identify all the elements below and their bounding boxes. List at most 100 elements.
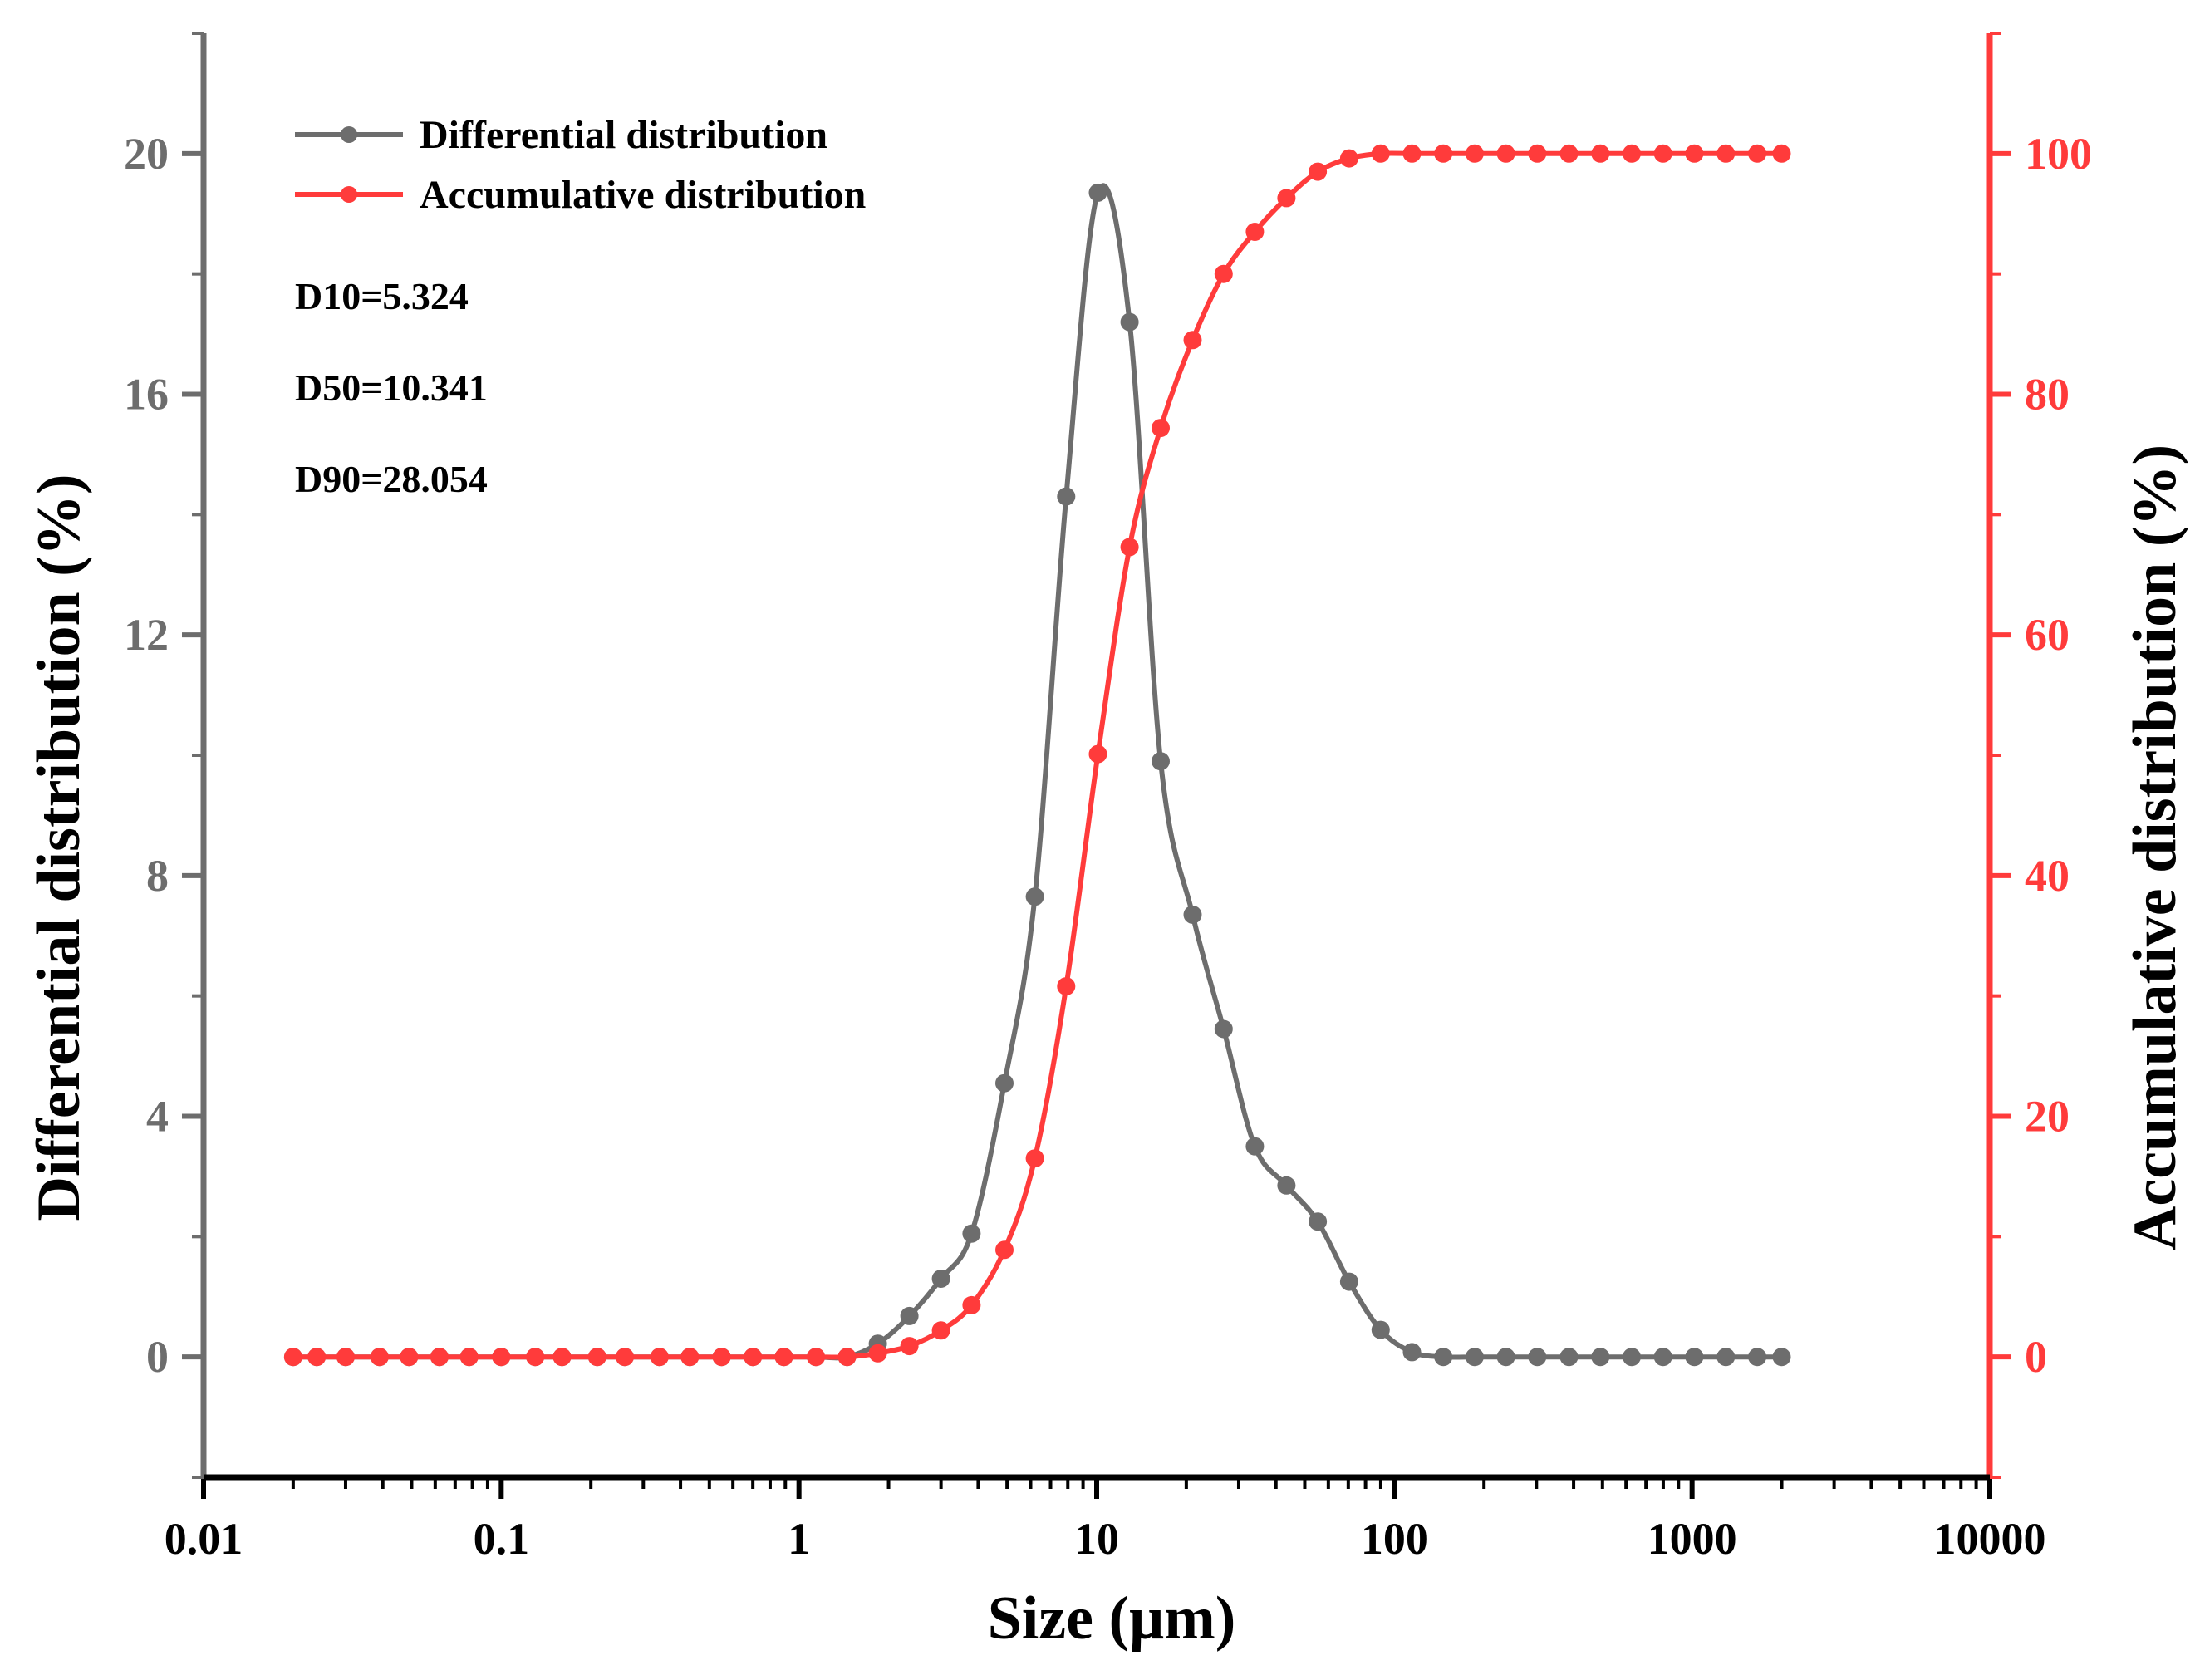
differential-point — [1465, 1348, 1484, 1367]
accumulative-point — [336, 1348, 355, 1367]
differential-point — [1245, 1137, 1265, 1156]
accumulative-point — [1277, 189, 1296, 208]
differential-point — [1653, 1348, 1672, 1367]
accumulative-point — [1339, 149, 1358, 168]
accumulative-point — [492, 1348, 511, 1367]
accumulative-point — [307, 1348, 327, 1367]
accumulative-point — [400, 1348, 419, 1367]
accumulative-point — [931, 1321, 950, 1340]
accumulative-point — [1214, 264, 1233, 283]
x-tick-label: 10000 — [1934, 1514, 2046, 1564]
y-right-tick-label: 100 — [2025, 129, 2092, 179]
differential-point — [1623, 1348, 1641, 1367]
differential-point — [1496, 1348, 1515, 1367]
accumulative-point — [680, 1348, 700, 1367]
accumulative-point — [900, 1337, 919, 1356]
annotation-d10: D10=5.324 — [295, 275, 469, 317]
accumulative-point — [712, 1348, 731, 1367]
differential-point — [1559, 1348, 1579, 1367]
differential-point — [1434, 1348, 1453, 1367]
differential-point — [900, 1306, 919, 1325]
differential-point — [1591, 1348, 1610, 1367]
x-tick-label: 100 — [1361, 1514, 1428, 1564]
accumulative-point — [1088, 744, 1107, 764]
accumulative-point — [283, 1348, 302, 1367]
accumulative-point — [1559, 144, 1579, 163]
differential-point — [1339, 1272, 1358, 1291]
accumulative-point — [1748, 144, 1767, 163]
accumulative-point — [1152, 419, 1170, 438]
legend-accumulative-label: Accumulative distribution — [420, 173, 866, 217]
accumulative-point — [807, 1348, 826, 1367]
accumulative-point — [1025, 1149, 1044, 1168]
accumulative-point — [1371, 144, 1390, 163]
y-right-axis-title: Accumulative distribution (%) — [2121, 445, 2189, 1250]
accumulative-point — [616, 1348, 634, 1367]
accumulative-point — [1057, 977, 1076, 996]
differential-series — [283, 183, 1791, 1367]
accumulative-point — [650, 1348, 669, 1367]
accumulative-point — [1183, 331, 1202, 350]
accumulative-point — [1685, 144, 1704, 163]
accumulative-series — [283, 144, 1791, 1367]
x-axis-title: Size (μm) — [988, 1584, 1236, 1653]
x-tick-label: 0.1 — [474, 1514, 530, 1564]
y-right-tick-label: 60 — [2025, 610, 2070, 660]
accumulative-point — [526, 1348, 545, 1367]
x-tick-label: 10 — [1074, 1514, 1119, 1564]
accumulative-point — [744, 1348, 763, 1367]
accumulative-point — [1496, 144, 1515, 163]
differential-point — [1057, 487, 1076, 506]
differential-point — [1025, 887, 1044, 906]
differential-point — [1088, 183, 1107, 202]
y-left-axis-title: Differential distribution (%) — [25, 474, 93, 1221]
accumulative-point — [1716, 144, 1736, 163]
y-right-tick-label: 80 — [2025, 370, 2070, 420]
differential-point — [1120, 312, 1139, 332]
accumulative-point — [1120, 538, 1139, 557]
accumulative-point — [370, 1348, 389, 1367]
annotation-d50: D50=10.341 — [295, 366, 488, 409]
accumulative-point — [837, 1348, 857, 1367]
accumulative-point — [774, 1348, 793, 1367]
x-tick-label: 0.01 — [165, 1514, 243, 1564]
y-left-tick-label: 16 — [124, 370, 169, 420]
accumulative-point — [995, 1240, 1014, 1260]
y-left-tick-label: 0 — [146, 1332, 169, 1382]
legend-differential-label: Differential distribution — [420, 113, 827, 157]
accumulative-point — [459, 1348, 479, 1367]
y-left-tick-label: 4 — [146, 1092, 169, 1142]
differential-point — [931, 1270, 950, 1288]
legend: Differential distribution Accumulative d… — [295, 113, 866, 217]
accumulative-point — [1402, 144, 1422, 163]
accumulative-point — [552, 1348, 572, 1367]
differential-point — [1716, 1348, 1736, 1367]
y-right-tick-label: 0 — [2025, 1332, 2047, 1382]
accumulative-point — [1309, 162, 1328, 181]
annotation-d90: D90=28.054 — [295, 458, 488, 500]
differential-line — [292, 183, 1782, 1361]
y-left-tick-label: 12 — [124, 610, 169, 660]
differential-point — [1772, 1348, 1791, 1367]
legend-differential-marker — [341, 126, 357, 143]
differential-point — [1183, 905, 1202, 924]
y-left-tick-label: 20 — [124, 129, 169, 179]
differential-point — [1402, 1343, 1422, 1362]
differential-point — [1214, 1019, 1233, 1039]
accumulative-point — [962, 1295, 981, 1314]
accumulative-point — [1245, 223, 1265, 241]
legend-accumulative-marker — [341, 186, 357, 203]
axes-layer: 0.01 0.1 1 10 100 1000 10000 0 4 8 12 16 20 0 20 40 60 80… — [124, 32, 2092, 1564]
y-left-tick-label: 8 — [146, 851, 169, 901]
accumulative-point — [430, 1348, 449, 1367]
y-right-tick-label: 40 — [2025, 851, 2070, 901]
differential-point — [1528, 1348, 1547, 1367]
accumulative-point — [1623, 144, 1641, 163]
accumulative-point — [1653, 144, 1672, 163]
accumulative-point — [1465, 144, 1484, 163]
differential-point — [1685, 1348, 1704, 1367]
accumulative-point — [1772, 144, 1791, 163]
differential-point — [1152, 752, 1170, 771]
differential-point — [995, 1073, 1014, 1093]
